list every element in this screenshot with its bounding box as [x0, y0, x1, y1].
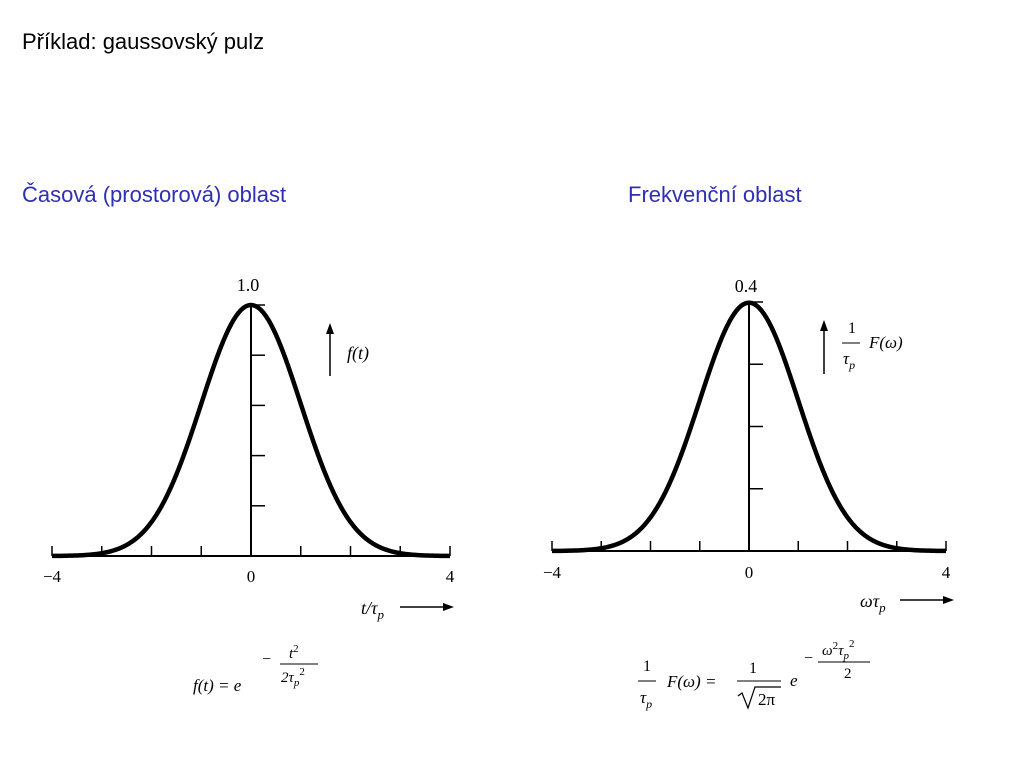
time-tick-labels: −4 0 4	[43, 567, 455, 586]
frequency-y-arrowhead	[820, 320, 828, 331]
time-formula-den: 2τp2	[281, 666, 305, 689]
time-domain-heading: Časová (prostorová) oblast	[22, 182, 287, 207]
frequency-gaussian-curve	[551, 300, 947, 554]
frequency-x-label: ωτp	[860, 591, 886, 615]
frequency-y-label: 1 τp F(ω)	[842, 320, 903, 372]
time-x-label: t/τp	[361, 598, 384, 622]
frequency-domain-formula: 1 τp F(ω) = 1 2π e − ω2τp2 2	[638, 638, 870, 711]
time-y-arrowhead	[326, 323, 334, 334]
time-x-tick-label: 4	[446, 567, 455, 586]
frequency-x-tick-label: 4	[942, 563, 951, 582]
freq-formula-frac-num: 1	[749, 660, 757, 677]
frequency-peak-label: 0.4	[735, 276, 758, 296]
time-x-tick-label: 0	[247, 567, 256, 586]
time-x-tick-label: −4	[43, 567, 62, 586]
frequency-x-tick-label: 0	[745, 563, 754, 582]
frequency-domain-heading: Frekvenční oblast	[628, 182, 802, 207]
freq-formula-frac-den: 2π	[758, 690, 776, 709]
time-formula-lhs: f(t) = e	[193, 676, 242, 695]
freq-formula-exp-base: e	[790, 671, 798, 690]
freq-formula-exp-num: ω2τp2	[822, 638, 854, 662]
time-axes	[52, 305, 450, 557]
frequency-x-arrowhead	[943, 596, 954, 604]
time-x-arrowhead	[443, 603, 454, 611]
svg-text:F(ω): F(ω)	[868, 333, 903, 352]
slide-title: Příklad: gaussovský pulz	[22, 29, 265, 54]
frequency-tick-labels: −4 0 4	[543, 563, 951, 582]
svg-text:1: 1	[848, 320, 856, 337]
freq-formula-exp-den: 2	[844, 666, 852, 682]
sqrt-sign	[737, 686, 781, 710]
freq-formula-exp-minus: −	[804, 650, 813, 667]
time-peak-label: 1.0	[237, 275, 260, 295]
time-formula-minus: −	[262, 651, 271, 668]
time-domain-formula: f(t) = e − t2 2τp2	[193, 643, 318, 695]
freq-formula-lhs-num: 1	[643, 658, 651, 675]
time-gaussian-curve	[51, 302, 451, 559]
frequency-domain-chart: −4 0 4 0.4 1 τp F(ω) ωτp	[543, 276, 954, 615]
svg-text:τp: τp	[843, 349, 855, 372]
freq-formula-lhs-fn: F(ω) =	[666, 672, 716, 691]
frequency-x-tick-label: −4	[543, 563, 562, 582]
freq-formula-lhs-den: τp	[640, 688, 652, 711]
time-domain-chart: −4 0 4 1.0 f(t) t/τp	[43, 275, 455, 622]
time-formula-num: t2	[289, 643, 299, 662]
time-y-label: f(t)	[347, 343, 369, 364]
